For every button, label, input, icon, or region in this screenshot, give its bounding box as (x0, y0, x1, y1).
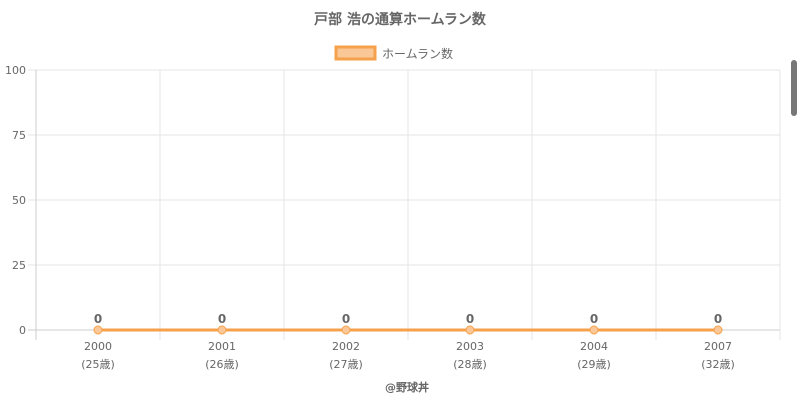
x-tick-label: 2002 (332, 340, 360, 353)
data-label: 0 (714, 312, 722, 326)
y-tick-label: 75 (12, 129, 26, 142)
x-tick-label: 2004 (580, 340, 608, 353)
data-point (713, 325, 723, 335)
x-tick-sublabel: (27歳) (329, 358, 363, 371)
data-point (93, 325, 103, 335)
legend[interactable]: ホームラン数 (334, 45, 453, 61)
x-tick-sublabel: (32歳) (701, 358, 735, 371)
data-label: 0 (218, 312, 226, 326)
x-tick-sublabel: (25歳) (81, 358, 115, 371)
data-label: 0 (94, 312, 102, 326)
y-tick-label: 25 (12, 259, 26, 272)
legend-label[interactable]: ホームラン数 (382, 46, 453, 61)
x-tick-label: 2001 (208, 340, 236, 353)
data-point (465, 325, 475, 335)
scrollbar-thumb[interactable] (791, 60, 797, 116)
grid (28, 69, 781, 340)
credit: @野球丼 (385, 380, 429, 394)
axes: 0 25 50 75 100 2000 (25歳) 2001 (26歳) 2002 (27歳) 200… (5, 64, 735, 371)
data-point (589, 325, 599, 335)
x-tick-label: 2007 (704, 340, 732, 353)
data-label: 0 (466, 312, 474, 326)
x-tick-sublabel: (28歳) (453, 358, 487, 371)
x-tick-label: 2000 (84, 340, 112, 353)
y-tick-label: 0 (19, 324, 26, 337)
x-tick-sublabel: (29歳) (577, 358, 611, 371)
y-tick-label: 50 (12, 194, 26, 207)
x-tick-sublabel: (26歳) (205, 358, 239, 371)
legend-swatch[interactable] (334, 45, 377, 61)
y-tick-label: 100 (5, 64, 26, 77)
series-layer (93, 325, 723, 335)
data-label: 0 (590, 312, 598, 326)
data-label: 0 (342, 312, 350, 326)
x-tick-label: 2003 (456, 340, 484, 353)
data-point (341, 325, 351, 335)
chart-title: 戸部 浩の通算ホームラン数 (314, 11, 487, 28)
label-layer: 0 0 0 0 0 0 (94, 312, 722, 326)
data-point (217, 325, 227, 335)
